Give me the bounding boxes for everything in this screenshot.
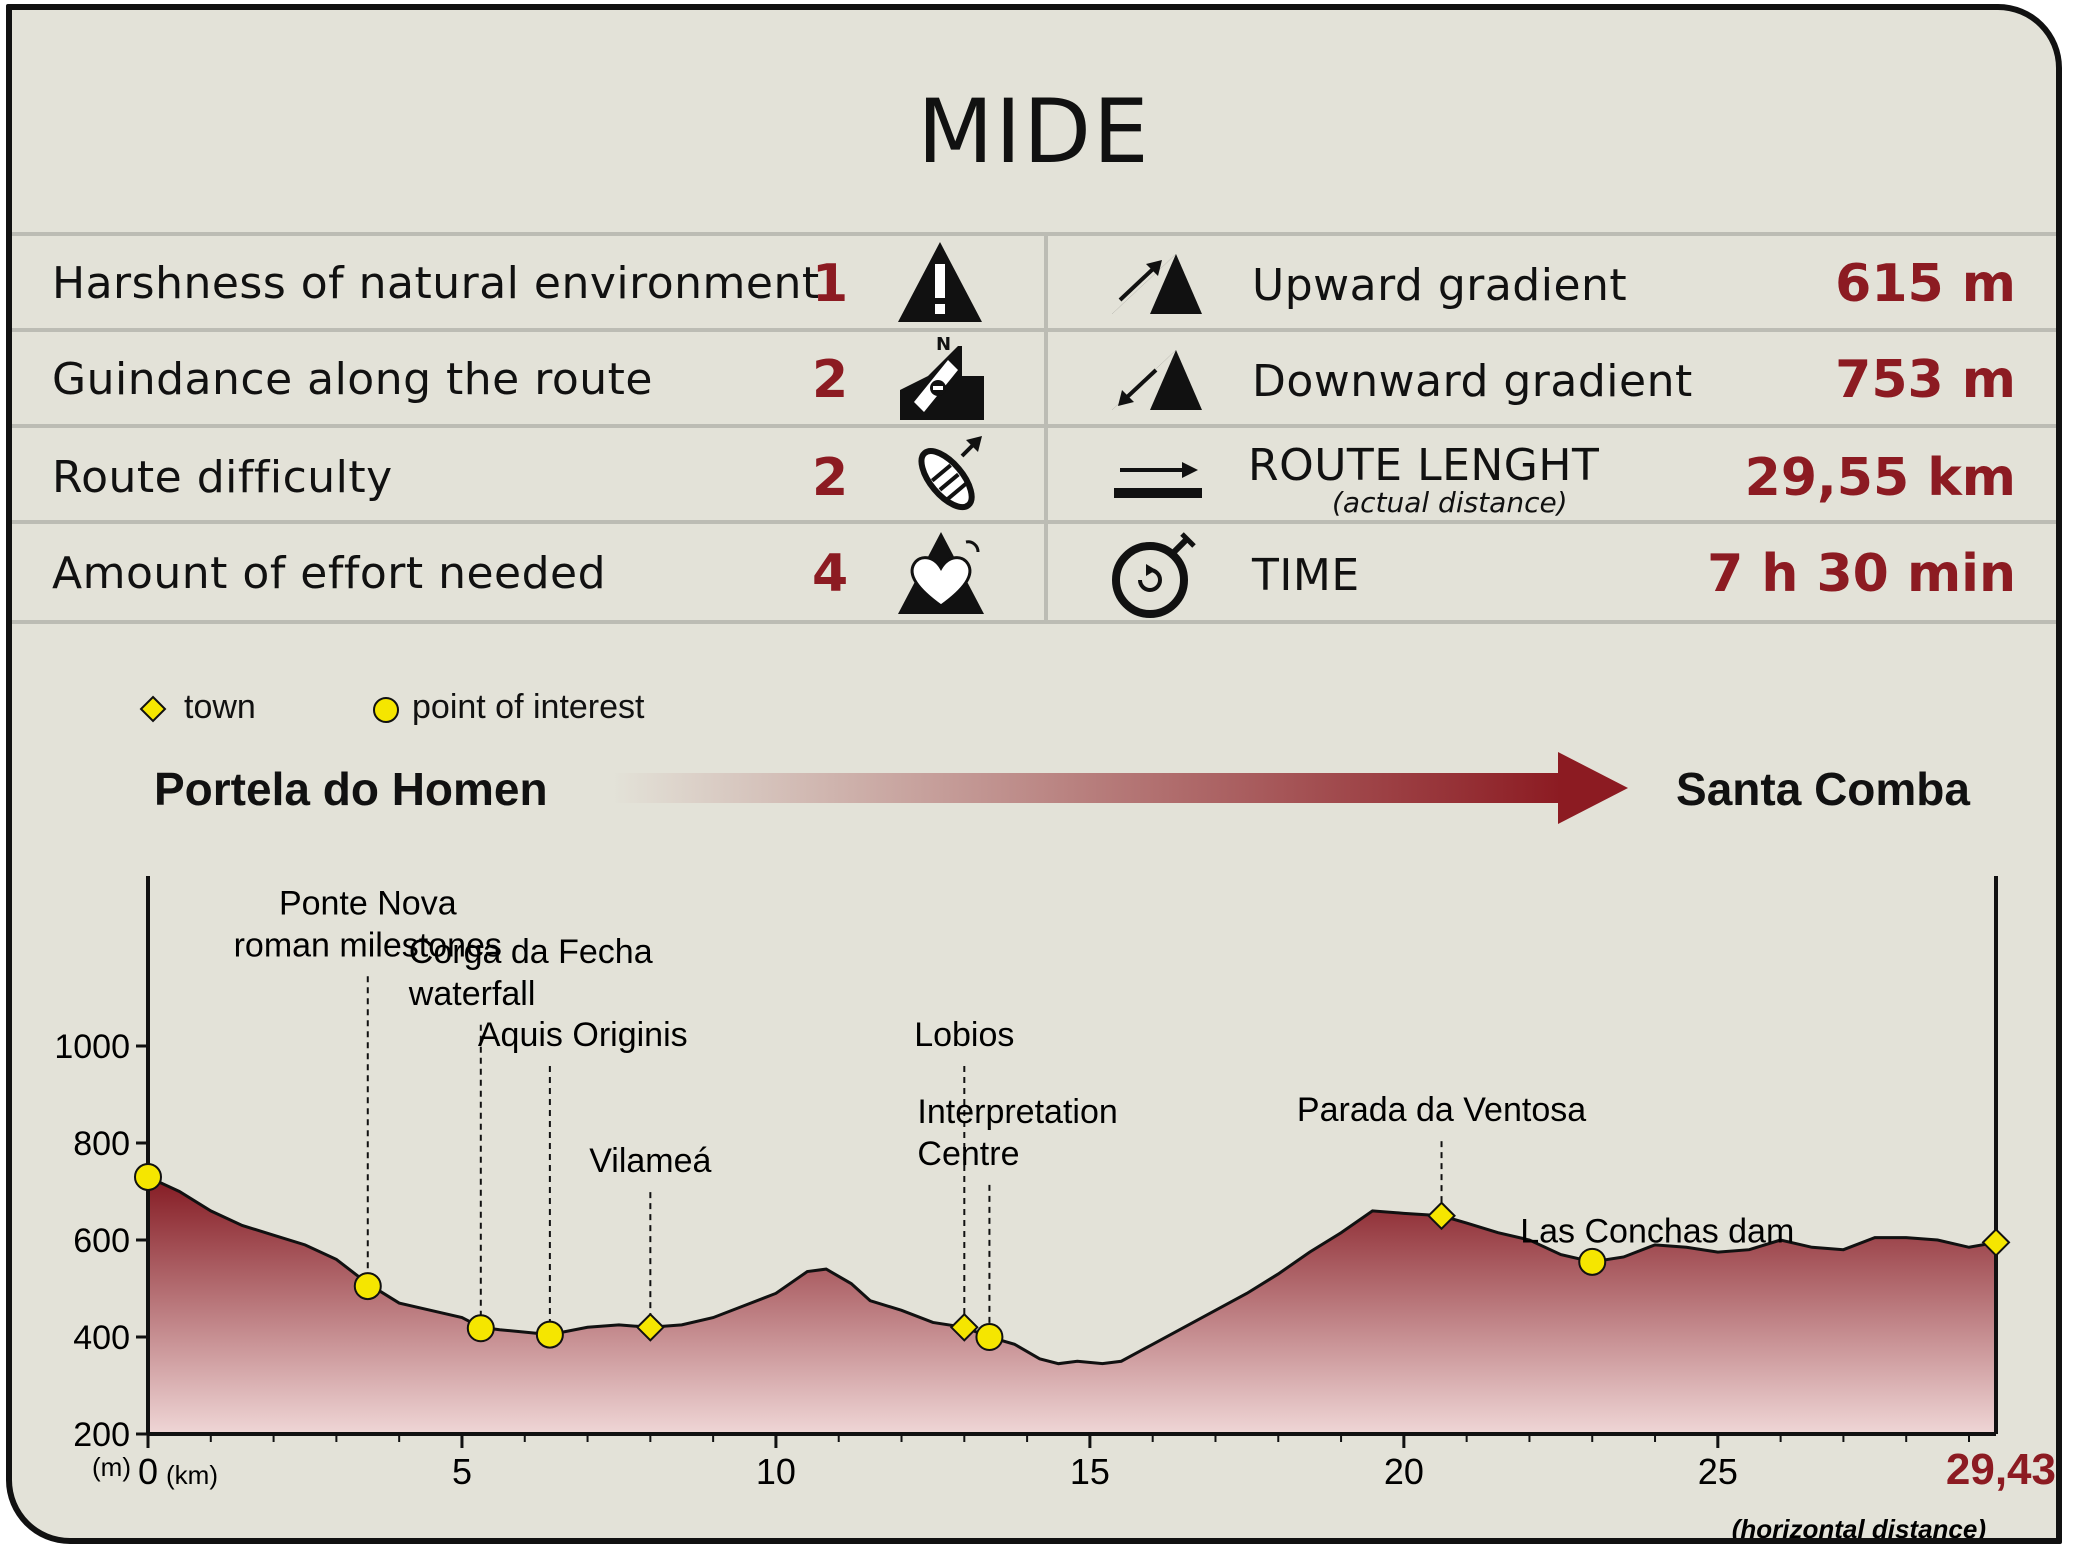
town-marker [635,1312,665,1342]
footprint-icon [918,436,982,511]
poi-marker [975,1323,1004,1351]
mide-card: MIDE Harshness of natural environment 1 … [6,4,2062,1544]
row-divider [12,520,2056,524]
x-tick-label: 25 [1698,1451,1738,1492]
legend-town-label: town [184,688,256,726]
mide-value-route-length: 29,55 km [1744,448,2016,508]
row-divider [12,424,2056,428]
mide-value-harshness: 1 [812,254,849,314]
town-marker [1981,1228,2011,1257]
row-divider [12,328,2056,332]
signpost-compass-icon: N [900,336,984,420]
mide-value-upward: 615 m [1835,254,2016,314]
mide-label-effort: Amount of effort needed [52,548,607,599]
poi-marker [134,1162,162,1191]
poi-marker [353,1272,382,1301]
marker-label: roman milestones [234,926,502,964]
poi-marker [466,1314,495,1343]
heart-mountain-icon [898,532,984,614]
mide-label-time: TIME [1252,550,1360,601]
mide-label-difficulty: Route difficulty [52,452,393,503]
legend-poi-label: point of interest [412,688,645,726]
mide-value-difficulty: 2 [812,448,849,508]
x-tick-label: 15 [1070,1451,1110,1492]
elevation-area [148,1176,1996,1434]
marker-label: Lobios [914,1016,1014,1054]
marker-label: Ponte Nova [279,884,457,922]
marker-label: Interpretation [917,1093,1117,1131]
y-tick-label: 200 [73,1416,130,1454]
y-tick-label: 400 [73,1319,130,1357]
marker-label: Parada da Ventosa [1297,1091,1586,1129]
marker-label: Corga da Fecha [409,933,653,971]
mide-value-effort: 4 [812,544,849,604]
table-bottom-divider [12,620,2056,624]
marker-label: waterfall [408,975,536,1013]
stopwatch-icon [1112,532,1196,618]
poi-marker [535,1320,564,1349]
mide-label-guidance: Guindance along the route [52,354,653,405]
upward-gradient-icon [1112,254,1202,314]
x-tick-label: 20 [1384,1451,1424,1492]
mide-value-downward: 753 m [1835,350,2016,410]
table-column-divider [1044,236,1048,623]
table-top-divider [12,232,2056,236]
mide-label-harshness: Harshness of natural environment [52,258,820,309]
mide-value-guidance: 2 [812,350,849,410]
town-marker [1427,1201,1456,1231]
marker-label: Las Conchas dam [1520,1212,1794,1250]
mide-sublabel-route-length: (actual distance) [1332,486,1568,519]
x-tick-label: 0 [138,1451,158,1492]
mide-label-downward: Downward gradient [1252,356,1693,407]
x-axis-unit: (km) [166,1460,218,1490]
marker-label: Vilameá [589,1142,711,1180]
town-marker [949,1312,979,1342]
town-legend-icon [139,695,167,723]
x-tick-label: 5 [452,1451,472,1492]
y-tick-label: 1000 [54,1028,130,1066]
route-start-label: Portela do Homen [154,763,548,815]
x-tick-label: 10 [756,1451,796,1492]
x-end-note: (horizontal distance) [1732,1514,1986,1538]
direction-arrow-icon [612,752,1628,824]
route-end-label: Santa Comba [1676,763,1970,815]
route-length-arrow-icon [1114,462,1202,498]
page-title: MIDE [917,80,1151,183]
elevation-profile-chart: 200 400 600 800 1000 0 5 10 15 20 25 (m) (km) 29,43 (h… [54,876,2056,1538]
y-tick-label: 600 [73,1222,130,1260]
warning-mountain-icon [898,242,982,322]
y-tick-label: 800 [73,1125,130,1163]
x-end-label: 29,43 [1946,1445,2056,1494]
mide-label-route-length: ROUTE LENGHT [1248,440,1600,491]
poi-marker [1578,1247,1607,1276]
mide-label-upward: Upward gradient [1252,260,1628,311]
mide-value-time: 7 h 30 min [1707,544,2016,604]
poi-legend-icon [373,697,399,723]
downward-gradient-icon [1112,350,1202,410]
svg-text:N: N [936,336,951,355]
marker-label: Aquis Originis [478,1016,688,1054]
y-axis-unit: (m) [92,1452,131,1482]
marker-label: Centre [917,1135,1019,1173]
